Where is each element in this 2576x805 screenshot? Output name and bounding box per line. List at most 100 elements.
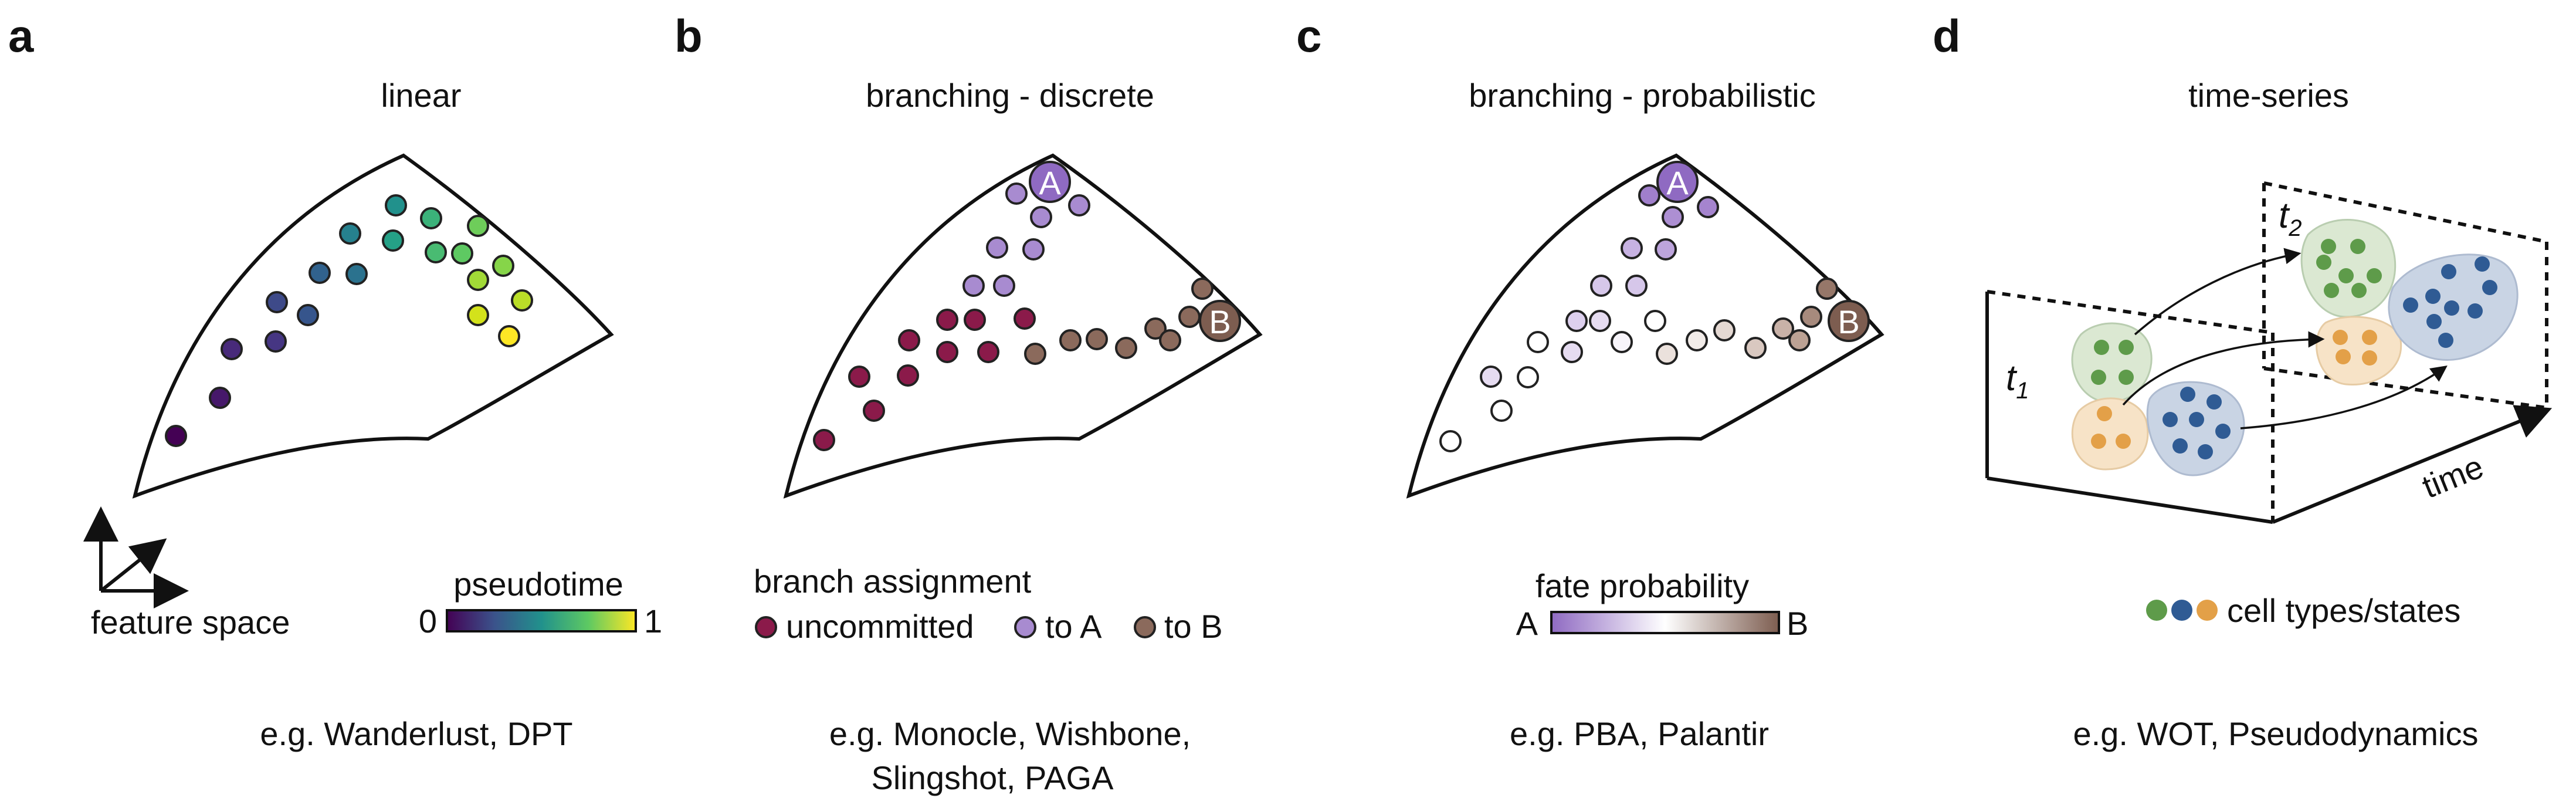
cell-c: [1517, 366, 1539, 388]
cell-a: [511, 289, 533, 312]
examples-c: e.g. PBA, Palantir: [1510, 715, 1769, 752]
cell-a: [309, 262, 331, 284]
legend-dot-blue: [2171, 600, 2192, 621]
cell-c: [1816, 278, 1838, 300]
colorbar-min-a: 0: [419, 603, 437, 640]
panel-a: a linear: [8, 10, 662, 752]
cell-blue: [2475, 256, 2490, 272]
legend-dot-orange: [2197, 600, 2218, 621]
time-plane-t1: [1985, 290, 2275, 524]
cell-uncommitted: [977, 341, 999, 363]
blob-green: [2300, 219, 2397, 318]
legend-label-to-a: to A: [1045, 608, 1102, 645]
cell-c: [1621, 237, 1643, 259]
fate-probability-colorbar: [1550, 611, 1780, 634]
cell-to-a: [986, 236, 1008, 259]
cell-to-a: [1022, 238, 1045, 261]
cell-a: [425, 241, 447, 263]
cell-to-a: [1005, 182, 1028, 205]
cell-a: [266, 291, 288, 313]
panel-c: c branching - probabilistic: [1296, 10, 1884, 752]
plane-edge: [2263, 181, 2547, 243]
cell-orange: [2333, 330, 2348, 345]
cell-uncommitted: [863, 400, 885, 422]
cell-uncommitted: [897, 364, 919, 387]
cell-green: [2119, 370, 2134, 385]
cell-uncommitted: [848, 366, 870, 388]
cell-blue: [2467, 303, 2483, 319]
cell-uncommitted: [964, 309, 986, 331]
cell-a: [467, 269, 489, 291]
cell-to-a: [1068, 194, 1090, 217]
legend-dot-to-b: [1134, 616, 1156, 638]
cell-blue: [2438, 333, 2453, 348]
cluster-blue-t2: [2388, 253, 2519, 361]
cell-c: [1638, 184, 1660, 207]
node-b-circle: [1828, 300, 1870, 342]
panel-b-title: branching - discrete: [866, 77, 1154, 114]
cell-a: [467, 215, 489, 237]
cell-blue: [2172, 438, 2188, 454]
cell-blue: [2482, 280, 2497, 295]
legend-label-uncommitted: uncommitted: [786, 608, 974, 645]
t1-label: t1: [2006, 358, 2029, 404]
cell-c: [1565, 310, 1588, 332]
transition-arrow-green: [2134, 248, 2302, 336]
cluster-green-t1: [2071, 322, 2153, 403]
cell-to-a: [962, 275, 985, 297]
blob-orange: [2071, 397, 2149, 471]
transition-arrow-blue: [2240, 365, 2448, 429]
legend-dot-green: [2146, 600, 2167, 621]
cells-c: A B: [1439, 161, 1870, 452]
panel-letter-c: c: [1296, 10, 1321, 62]
cell-blue: [2198, 444, 2213, 459]
cell-to-b: [1024, 343, 1046, 365]
cell-a: [297, 304, 319, 326]
cell-a: [265, 330, 287, 353]
cell-green: [2350, 239, 2365, 254]
panel-d: d time-series time t1 t2: [1933, 10, 2553, 752]
cell-c: [1439, 430, 1462, 452]
cluster-blue-t1: [2146, 381, 2245, 476]
cell-c: [1655, 238, 1677, 261]
cell-to-b: [1115, 337, 1137, 359]
cell-to-b: [1059, 329, 1082, 351]
cell-blue: [2189, 412, 2204, 427]
cell-to-b: [1086, 328, 1108, 350]
cell-c: [1644, 310, 1666, 332]
panel-letter-b: b: [674, 10, 703, 62]
legend-dot-uncommitted: [755, 616, 777, 638]
cell-a: [467, 304, 489, 326]
node-b-circle: [1199, 300, 1241, 342]
cell-a: [498, 325, 520, 347]
cell-a: [345, 263, 368, 285]
cell-orange: [2091, 434, 2106, 449]
colorbar-title-a: pseudotime: [453, 566, 623, 603]
node-b-b: B: [1199, 300, 1241, 342]
node-b-label: B: [1209, 303, 1231, 340]
cell-to-a: [1030, 206, 1052, 228]
manifold-outline-a: [132, 153, 614, 499]
cell-blue: [2426, 314, 2442, 329]
pseudotime-colorbar: [446, 609, 637, 632]
cell-a: [492, 255, 514, 277]
cell-blue: [2444, 300, 2459, 316]
panel-b: b branching - discrete: [674, 10, 1263, 796]
blob-orange: [2316, 316, 2402, 386]
cell-green: [2094, 340, 2109, 355]
examples-d: e.g. WOT, Pseudodynamics: [2073, 715, 2479, 752]
cell-blue: [2180, 387, 2195, 402]
panel-a-title: linear: [381, 77, 462, 114]
cell-to-b: [1144, 317, 1167, 340]
cell-green: [2119, 340, 2134, 355]
legend-label-to-b: to B: [1164, 608, 1223, 645]
cell-orange: [2336, 349, 2351, 364]
cell-to-b: [1191, 278, 1214, 300]
cell-to-a: [993, 275, 1015, 297]
plane-edge: [1987, 290, 2273, 334]
cell-green: [2324, 283, 2339, 298]
node-a-c: A: [1656, 161, 1699, 203]
examples-b-line1: e.g. Monocle, Wishbone,: [829, 715, 1191, 752]
cell-uncommitted: [898, 329, 920, 351]
